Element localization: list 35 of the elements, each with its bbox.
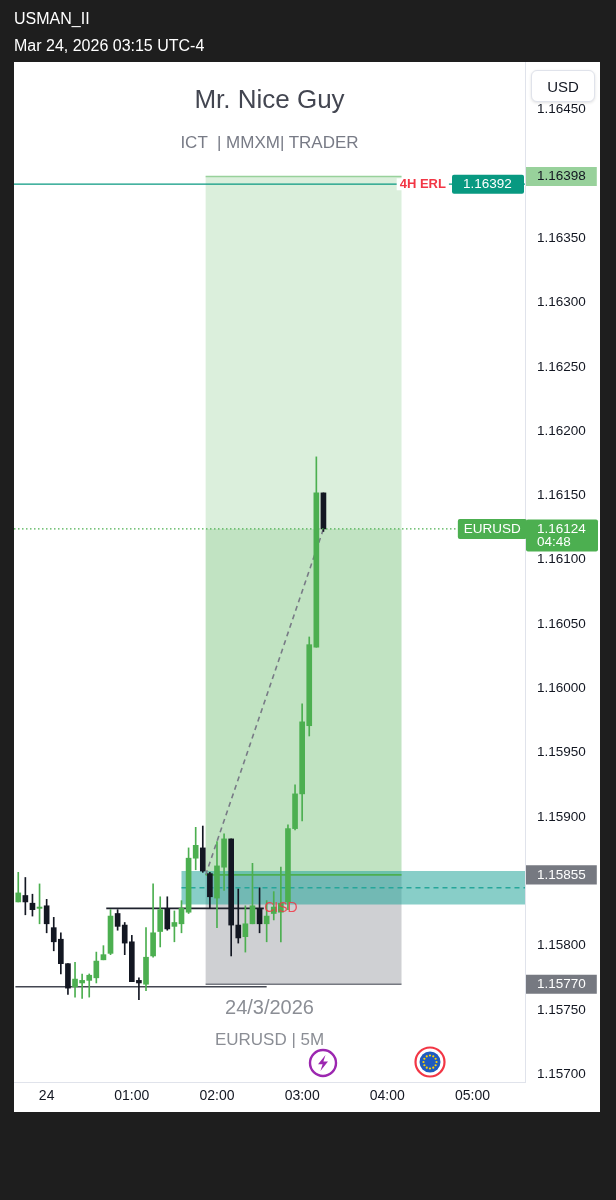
annotation: EURUSD: [463, 521, 522, 537]
x-tick-label: 02:00: [199, 1087, 235, 1104]
y-tick-label: 1.16300: [537, 294, 586, 310]
x-tick-label: 03:00: [284, 1087, 320, 1104]
y-tick-label: 1.16250: [537, 358, 586, 374]
y-tick-label: 1.15700: [537, 1066, 586, 1081]
y-tick-label: 1.15900: [537, 808, 586, 824]
annotation: 24/3/2026: [225, 995, 314, 1018]
annotation: EURUSD | 5M: [214, 1029, 325, 1049]
y-tick-label: 1.15770: [537, 975, 586, 991]
text: ICT | MMXM| TRADER: [180, 132, 359, 152]
y-tick-label: 1.16150: [537, 487, 586, 503]
y-tick-label: 1.15950: [537, 744, 586, 760]
y-tick-label: 1.15750: [537, 1001, 586, 1017]
y-tick-label: 1.15800: [537, 937, 586, 953]
annotation: 04:48: [537, 534, 571, 550]
y-tick-label: 1.15855: [537, 866, 586, 882]
y-tick-label: 1.16050: [537, 615, 586, 631]
y-tick-label: 1.16100: [537, 551, 586, 567]
text: USMAN_II: [14, 9, 90, 28]
y-tick-label: 1.16200: [537, 422, 586, 438]
y-tick-label: 1.16450: [537, 101, 586, 117]
y-tick-label: 1.16000: [537, 680, 586, 696]
x-tick-label: 01:00: [114, 1087, 150, 1104]
x-tick-label: 04:00: [369, 1087, 406, 1104]
ref-line-label: 1.16392: [463, 176, 512, 192]
x-tick-label: 24: [38, 1087, 55, 1104]
ref-line-label: 1.16124: [537, 521, 587, 537]
y-tick-label: 1.16398: [537, 168, 586, 184]
y-tick-label: 1.16350: [537, 229, 586, 245]
text: Mar 24, 2026 03:15 UTC-4: [14, 36, 205, 55]
x-tick-label: 05:00: [454, 1087, 491, 1104]
annotation: 4H ERL: [399, 176, 446, 192]
currency-button: USD: [531, 70, 595, 102]
text: Mr. Nice Guy: [194, 84, 345, 115]
